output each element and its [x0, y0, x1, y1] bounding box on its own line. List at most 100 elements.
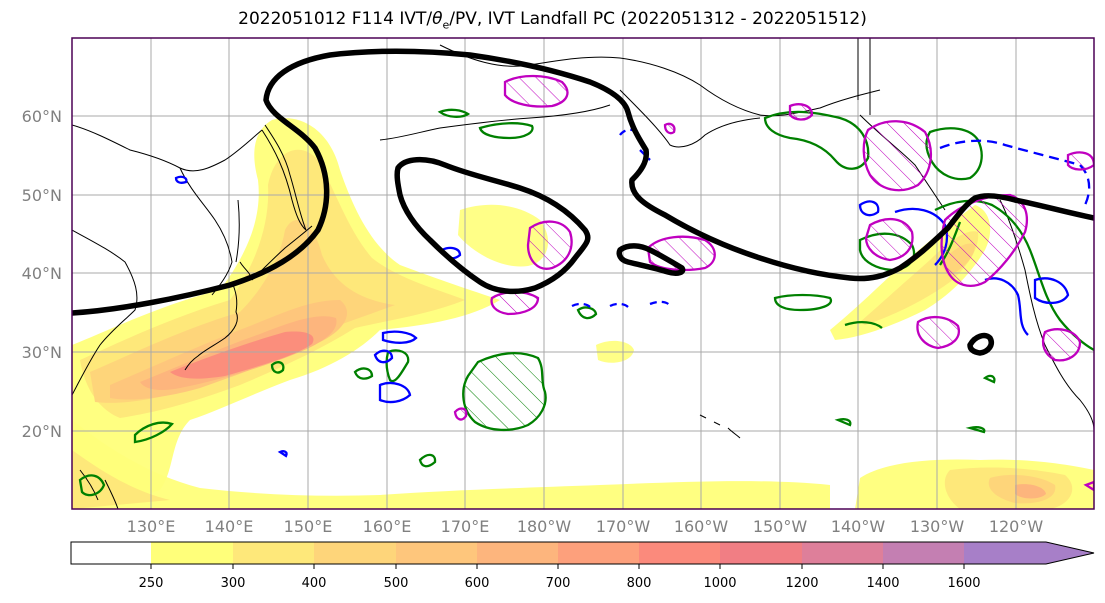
lon-label-180w: 180°W [517, 517, 572, 536]
green-contour-central [462, 351, 547, 432]
coast-hawaii [699, 414, 741, 439]
colorbar-tick-400: 400 [302, 576, 327, 591]
colorbar-segment-600 [477, 542, 558, 564]
green-contour-southwest [133, 421, 175, 444]
title-theta-sub: e [442, 18, 450, 32]
blue-contour-small-g [174, 175, 188, 184]
colorbar-tick-1600: 1600 [947, 576, 980, 591]
ivt-plume-west-400 [90, 220, 395, 403]
theta-e-magenta-contours [453, 74, 1094, 492]
green-contour-small-i [965, 426, 986, 434]
lon-label-140e: 140°E [205, 517, 254, 536]
colorbar-segment-800 [639, 542, 720, 564]
blue-contour-dashed-ne [939, 139, 1091, 206]
blue-contour-d [858, 200, 880, 217]
magenta-contour-central-a [526, 220, 573, 270]
lon-label-130w: 130°W [910, 517, 965, 536]
lon-label-160e: 160°E [363, 517, 412, 536]
lat-label-60n: 60°N [22, 107, 62, 126]
magenta-contour-pnw [864, 217, 914, 262]
coast-alaska-south [619, 89, 761, 148]
green-contour-aleutian2 [437, 108, 471, 118]
coast-philippines [79, 469, 119, 509]
magenta-contour-central-b [646, 235, 716, 272]
lat-label-40n: 40°N [22, 264, 62, 283]
colorbar-segments [151, 542, 1046, 564]
coast-border-lat [857, 38, 871, 115]
lat-label-50n: 50°N [22, 186, 62, 205]
map-title: 2022051012 F114 IVT/θe/PV, IVT Landfall … [0, 9, 1105, 31]
lat-label-30n: 30°N [22, 343, 62, 362]
latitude-labels: 60°N 50°N 40°N 30°N 20°N [22, 107, 62, 441]
colorbar-outline [70, 541, 1095, 565]
colorbar-tick-300: 300 [221, 576, 246, 591]
colorbar-ticks [150, 564, 965, 569]
lon-label-150e: 150°E [284, 517, 333, 536]
longitude-labels: 130°E 140°E 150°E 160°E 170°E 180°W 170°… [127, 517, 1044, 536]
colorbar-tick-600: 600 [465, 576, 490, 591]
magenta-contour-e1 [1066, 151, 1094, 171]
magenta-contour-small [453, 407, 468, 421]
ivt-plume-west-700 [170, 331, 314, 379]
colorbar-segment-below [71, 542, 151, 564]
magenta-contour-alaska [503, 74, 569, 108]
blue-contour-e [1033, 277, 1070, 305]
lon-label-170e: 170°E [441, 517, 490, 536]
ivt-shading [72, 118, 1094, 509]
colorbar-segment-1600 [964, 542, 1046, 564]
green-contour-small-a [353, 367, 374, 380]
pv-ring-tiny [967, 332, 994, 356]
lon-label-160w: 160°W [674, 517, 729, 536]
blue-contour-dashed-central [571, 300, 672, 311]
colorbar-extend-arrow [1046, 542, 1094, 564]
colorbar-tick-800: 800 [627, 576, 652, 591]
lon-label-140w: 140°W [831, 517, 886, 536]
blue-contour-a [381, 330, 418, 344]
pv-contours [72, 48, 1094, 356]
lat-label-20n: 20°N [22, 422, 62, 441]
blue-contour-c [373, 349, 394, 364]
map-layers [72, 38, 1094, 509]
green-contour-ne [763, 110, 870, 170]
green-contour-small-g [982, 374, 996, 384]
coast-japan [184, 281, 238, 371]
colorbar: 250 300 400 500 600 700 800 1000 1200 14… [70, 541, 1095, 591]
pv-trough-main [72, 48, 1094, 316]
green-contour-small-d [418, 453, 437, 468]
magenta-contour-bc [862, 120, 933, 192]
green-contour-small-e [270, 361, 285, 374]
colorbar-segment-1200 [802, 542, 883, 564]
green-contour-small-c [576, 306, 598, 320]
blue-contour-b [378, 381, 412, 404]
green-contour-aleutian [478, 122, 534, 140]
colorbar-segment-1400 [883, 542, 964, 564]
green-contour-mid [773, 293, 833, 312]
colorbar-segment-300 [233, 542, 314, 564]
title-theta: θ [432, 9, 443, 29]
colorbar-tick-1200: 1200 [785, 576, 818, 591]
pv-loop-small [616, 243, 686, 276]
title-main: 2022051012 F114 IVT/ [238, 9, 433, 29]
magenta-contour-edge [1083, 480, 1094, 492]
green-contour-small-b [385, 349, 410, 383]
coast-kamchatka [261, 124, 307, 231]
blue-contour-dashed-mid [619, 128, 651, 161]
colorbar-tick-1400: 1400 [866, 576, 899, 591]
graticule [72, 38, 1094, 509]
green-contour-small-f [78, 474, 106, 497]
lon-label-120w: 120°W [989, 517, 1044, 536]
colorbar-segment-500 [396, 542, 477, 564]
colorbar-tick-1000: 1000 [703, 576, 736, 591]
lon-label-150w: 150°W [753, 517, 808, 536]
ivt-patch-southeast-600 [1015, 484, 1046, 499]
coast-okhotsk [179, 167, 233, 296]
map-frame [71, 37, 1095, 510]
colorbar-segment-400 [314, 542, 396, 564]
magenta-contour-e2 [788, 103, 814, 121]
ivt-band-south [72, 420, 830, 509]
coast-aleutians [379, 104, 611, 141]
colorbar-segment-700 [558, 542, 639, 564]
magenta-contour-small-b [663, 122, 676, 135]
lon-label-130e: 130°E [127, 517, 176, 536]
